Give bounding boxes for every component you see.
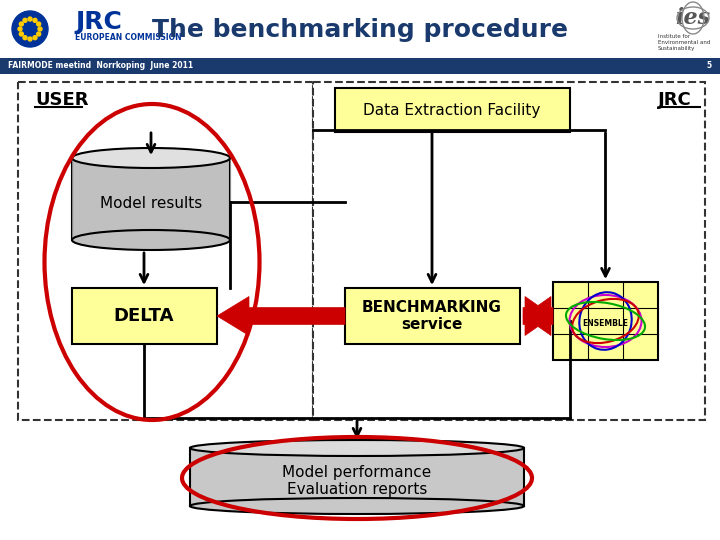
Bar bbox=[72, 288, 217, 344]
Circle shape bbox=[23, 36, 27, 39]
Bar bbox=[18, 82, 313, 420]
Text: Data Extraction Facility: Data Extraction Facility bbox=[364, 103, 541, 118]
Text: EUROPEAN COMMISSION: EUROPEAN COMMISSION bbox=[75, 33, 181, 43]
Circle shape bbox=[28, 37, 32, 41]
Bar bbox=[313, 82, 705, 420]
Circle shape bbox=[33, 18, 37, 22]
Text: FAIRMODE meetind  Norrkoping  June 2011: FAIRMODE meetind Norrkoping June 2011 bbox=[8, 62, 193, 71]
Ellipse shape bbox=[72, 230, 230, 250]
Bar bbox=[190, 448, 524, 506]
Text: DELTA: DELTA bbox=[114, 307, 174, 325]
Circle shape bbox=[19, 22, 23, 26]
Ellipse shape bbox=[190, 440, 524, 456]
Circle shape bbox=[33, 36, 37, 39]
Text: JRC: JRC bbox=[658, 91, 692, 109]
Circle shape bbox=[37, 32, 40, 36]
Polygon shape bbox=[523, 296, 553, 335]
Bar bbox=[72, 158, 230, 240]
Circle shape bbox=[37, 22, 40, 26]
Text: Institute for
Environmental and
Sustainability: Institute for Environmental and Sustaina… bbox=[658, 34, 711, 51]
Circle shape bbox=[38, 27, 42, 31]
Text: ies: ies bbox=[675, 7, 711, 29]
Polygon shape bbox=[217, 296, 345, 335]
Text: Model results: Model results bbox=[100, 195, 202, 211]
Circle shape bbox=[18, 27, 22, 31]
Polygon shape bbox=[523, 296, 553, 335]
Bar bbox=[335, 88, 570, 132]
Circle shape bbox=[12, 11, 48, 47]
Text: Model performance
Evaluation reports: Model performance Evaluation reports bbox=[282, 465, 431, 497]
Text: USER: USER bbox=[35, 91, 89, 109]
Text: BENCHMARKING
service: BENCHMARKING service bbox=[362, 300, 502, 332]
Text: The benchmarking procedure: The benchmarking procedure bbox=[152, 18, 568, 42]
Circle shape bbox=[28, 17, 32, 21]
Bar bbox=[0, 0, 720, 58]
Ellipse shape bbox=[190, 498, 524, 514]
Bar bbox=[0, 58, 720, 74]
Ellipse shape bbox=[72, 148, 230, 168]
Bar bbox=[553, 282, 658, 360]
Circle shape bbox=[19, 32, 23, 36]
Text: 5: 5 bbox=[707, 62, 712, 71]
Circle shape bbox=[23, 18, 27, 22]
Bar bbox=[345, 288, 520, 344]
Text: ENSEMBLE: ENSEMBLE bbox=[582, 319, 629, 327]
Text: JRC: JRC bbox=[75, 10, 122, 34]
